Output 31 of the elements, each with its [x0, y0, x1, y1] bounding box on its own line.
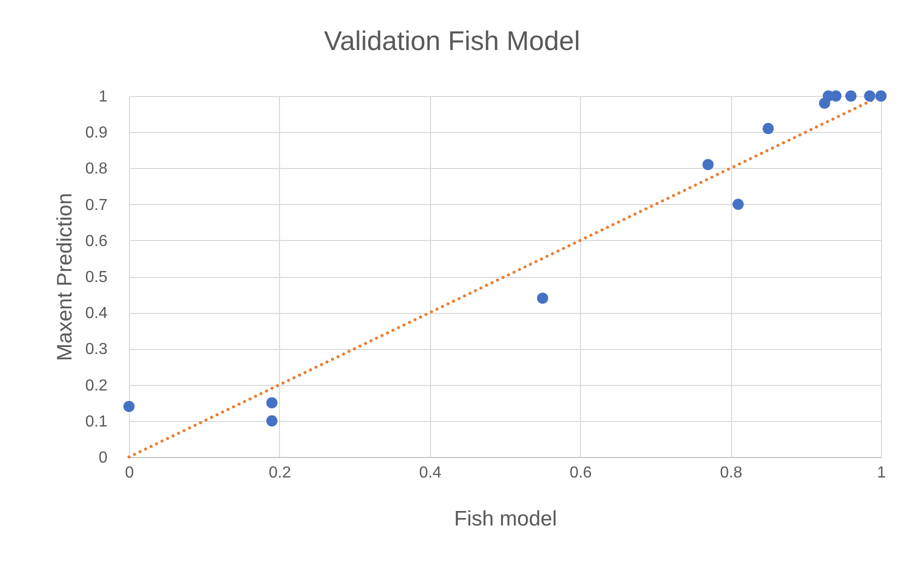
point: [819, 98, 830, 109]
y-tick-label: 0.3: [85, 341, 108, 358]
y-tick-label: 0: [98, 450, 108, 466]
point: [537, 292, 548, 304]
x-tick-label: 0.4: [419, 464, 442, 482]
point: [845, 90, 857, 102]
point: [123, 400, 135, 412]
y-tick-label: 0.1: [85, 413, 108, 430]
y-tick-label: 0.4: [85, 305, 108, 322]
y-tick-label: 0.5: [85, 269, 108, 286]
y-axis-title: Maxent Prediction: [53, 192, 76, 362]
x-tick-label: 1: [877, 464, 886, 482]
y-tick-label: 0.8: [85, 160, 108, 178]
y-tick-label: 0.9: [85, 124, 108, 142]
x-tick-label: 0.6: [570, 464, 592, 482]
y-tick-label: 0.7: [85, 196, 108, 214]
point: [702, 159, 714, 170]
point: [864, 90, 876, 102]
point: [266, 415, 278, 426]
chart-title: Validation Fish Model: [324, 26, 580, 56]
point: [762, 122, 774, 134]
x-tick-label: 0.2: [268, 464, 292, 482]
y-tick-label: 1: [98, 88, 108, 106]
point: [266, 397, 278, 408]
point: [875, 90, 887, 102]
x-tick-label: 0.8: [720, 464, 742, 482]
y-tick-label: 0.2: [85, 377, 108, 394]
point: [732, 198, 744, 210]
x-axis-title: Fish model: [454, 508, 557, 530]
y-tick-label: 0.6: [85, 232, 108, 250]
x-tick-label: 0: [125, 464, 134, 482]
